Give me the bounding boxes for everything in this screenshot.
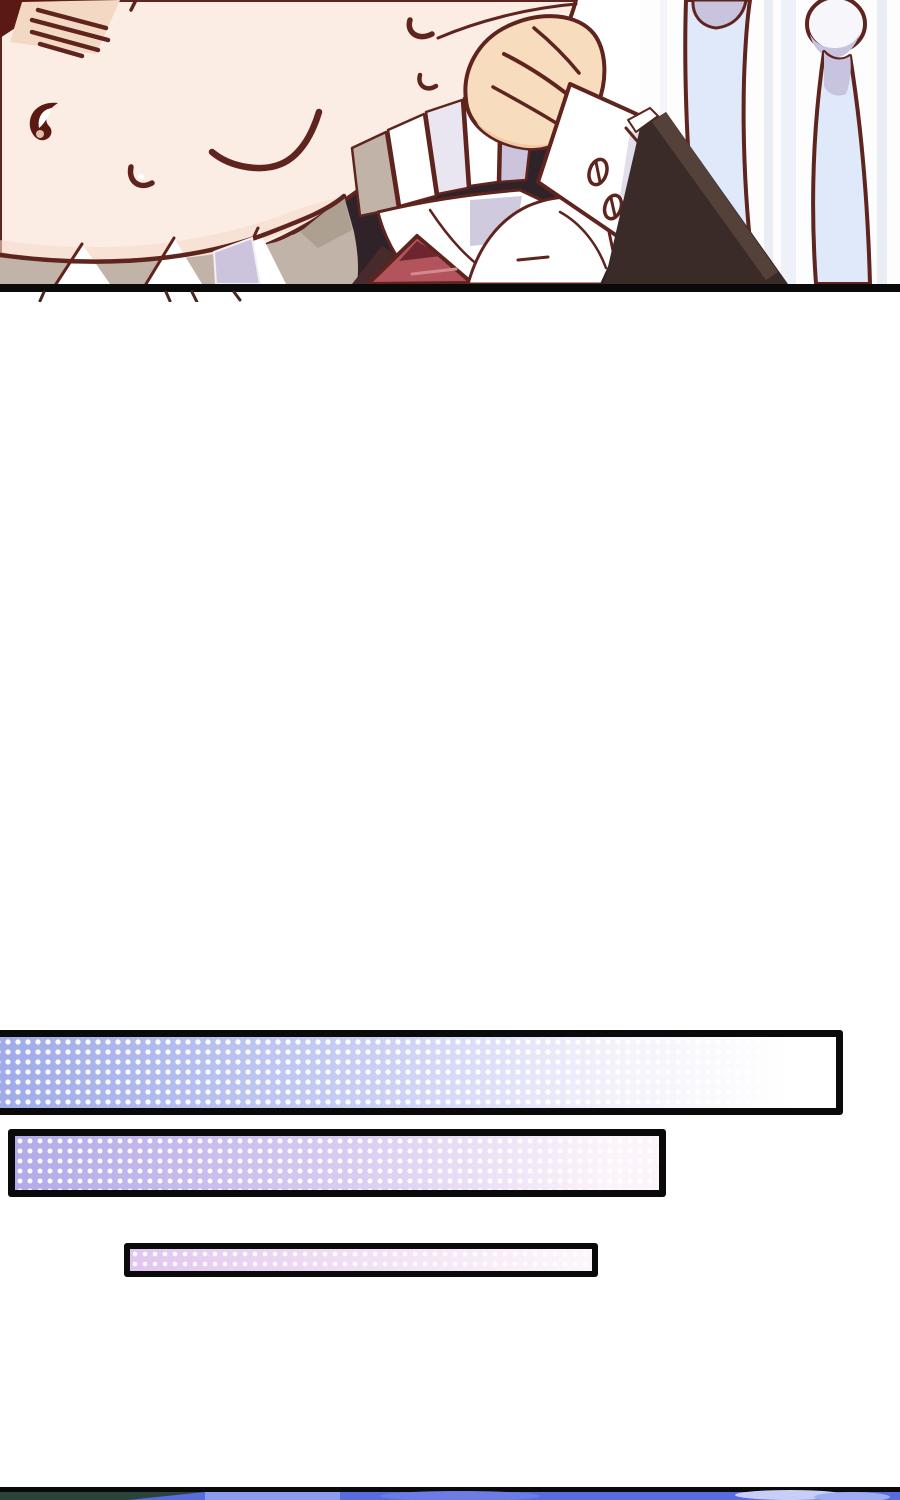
curtain-stripe	[877, 0, 887, 284]
finger-edge-line	[436, 2, 578, 40]
next-panel-sliver	[0, 1487, 900, 1500]
cufflink-slit	[609, 196, 617, 218]
panel-border-bar	[0, 284, 900, 292]
ribbon-strap-right	[805, 0, 872, 286]
sweat-drop	[417, 72, 439, 91]
hair-gap	[56, 244, 110, 284]
top-panel-illustration	[0, 0, 900, 302]
next-panel-patch	[814, 1492, 890, 1500]
nose-curve	[127, 164, 155, 189]
speech-banner-top	[0, 1030, 843, 1115]
frill-pleat	[424, 98, 470, 196]
next-panel-patch	[380, 1491, 540, 1500]
shirt-fold	[558, 210, 608, 270]
curtain-stripe	[764, 0, 773, 284]
hair-spikes	[0, 193, 358, 286]
smile	[208, 108, 323, 172]
shirt-dash	[516, 255, 550, 262]
shoulder	[604, 107, 788, 284]
red-bow	[352, 234, 474, 286]
cufflink-slit	[594, 160, 602, 184]
hair-gap	[146, 238, 202, 284]
strap-band-shade	[824, 52, 851, 96]
next-panel-teal-shape	[0, 1492, 205, 1500]
hair-shade	[300, 196, 352, 248]
eye-shade	[36, 130, 44, 138]
hair-tick	[129, 0, 138, 12]
bow-dark-wedge	[352, 246, 408, 284]
curtain-stripe	[781, 0, 796, 284]
next-panel-border	[0, 1487, 900, 1492]
jaw-outline	[0, 193, 347, 264]
next-panel-light-patch	[205, 1492, 340, 1500]
eyebrow-hatching	[29, 7, 111, 59]
shoulder-highlight	[652, 112, 778, 280]
frill-pleat	[386, 112, 438, 208]
sweat-drop	[406, 17, 435, 40]
strap-cap	[691, 0, 748, 30]
jaw-shading	[0, 196, 344, 265]
bow-inner-shadow	[399, 241, 441, 261]
bow-triangle	[366, 234, 474, 286]
speech-banner-bottom	[124, 1243, 598, 1277]
collar-sliver	[627, 107, 659, 133]
bow-highlight	[410, 267, 458, 276]
speech-banner-middle	[8, 1129, 666, 1197]
fist-shading	[476, 118, 584, 149]
strap-band	[811, 50, 872, 286]
hair-tips-crossing-border	[38, 290, 242, 302]
eye-highlight	[38, 108, 52, 128]
nose-highlight	[138, 174, 144, 180]
